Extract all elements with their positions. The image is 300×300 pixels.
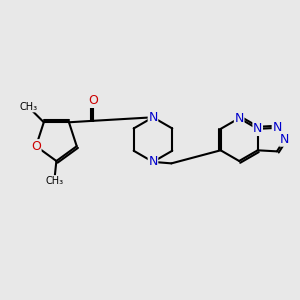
Text: N: N [280,133,289,146]
Text: N: N [148,155,158,168]
Text: N: N [272,121,282,134]
Text: O: O [88,94,98,107]
Text: N: N [148,111,158,124]
Text: CH₃: CH₃ [46,176,64,186]
Text: N: N [235,112,244,125]
Text: CH₃: CH₃ [19,102,38,112]
Text: N: N [253,122,262,135]
Text: O: O [31,140,41,153]
